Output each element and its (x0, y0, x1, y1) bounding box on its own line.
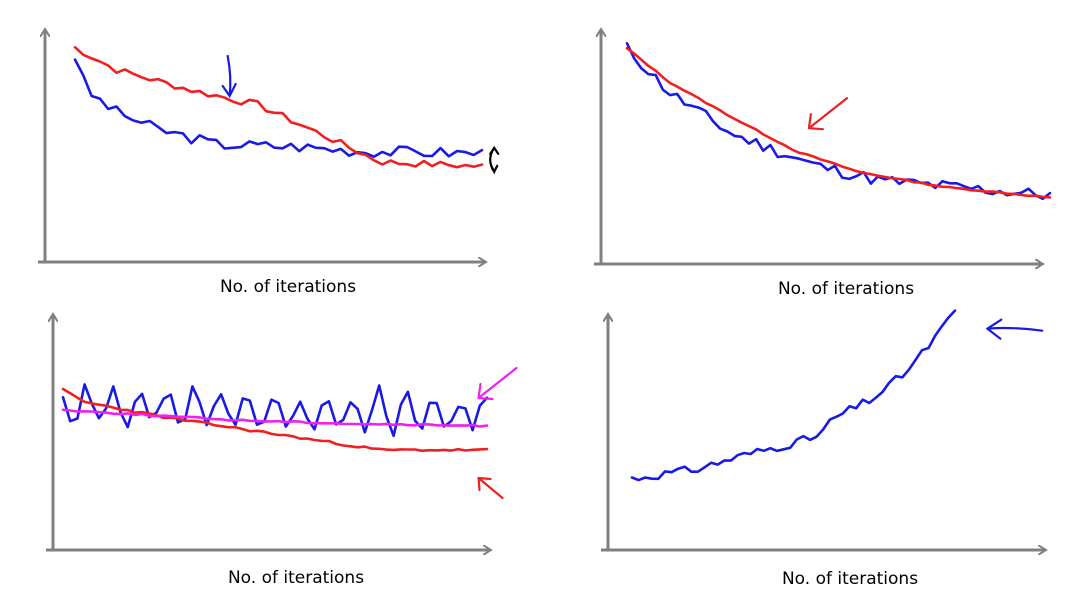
series-line-red (625, 46, 1052, 199)
chart-panel-4: No. of iterations (601, 309, 1045, 589)
series-line-blue (630, 309, 957, 482)
chart-panel-3: No. of iterations (46, 315, 518, 588)
x-axis-label: No. of iterations (228, 568, 364, 588)
chart-panel-1: No. of iterations (38, 30, 500, 297)
x-axis-label: No. of iterations (782, 569, 918, 589)
series-line-blue (625, 41, 1052, 201)
chart-panel-2: No. of iterations (594, 30, 1052, 299)
plot-area (61, 366, 518, 500)
annotation-arrow (489, 145, 500, 175)
series-line-blue (61, 383, 489, 438)
annotation-arrow (986, 318, 1044, 340)
series-line-red (73, 45, 484, 169)
series-line-red (61, 387, 489, 453)
annotation-arrow (807, 97, 848, 131)
x-axis-label: No. of iterations (778, 279, 914, 299)
plot-area (73, 45, 500, 175)
plot-area (630, 309, 1044, 482)
annotation-arrow (477, 366, 518, 401)
plot-area (625, 41, 1052, 201)
annotation-arrow (221, 54, 237, 99)
series-line-blue (73, 58, 484, 158)
x-axis-label: No. of iterations (220, 277, 356, 297)
series-line-magenta (61, 408, 489, 428)
annotation-arrow (477, 476, 504, 500)
